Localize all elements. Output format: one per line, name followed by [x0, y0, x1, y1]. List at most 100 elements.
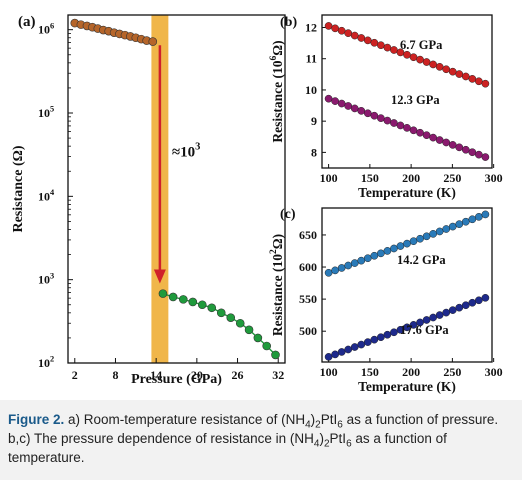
data-point-a — [188, 297, 198, 307]
panel-label-1: (b) — [280, 15, 297, 30]
data-point-1 — [403, 124, 411, 132]
data-point-a — [158, 289, 168, 298]
figure-caption: Figure 2. a) Room-temperature resistance… — [8, 412, 499, 465]
data-point-1 — [429, 133, 437, 142]
data-point-1 — [455, 70, 464, 78]
panel-c: (c) 100 150 200 250 300 500 550 600 650 Temperatur… — [269, 207, 503, 394]
data-point-2 — [403, 239, 411, 248]
data-point-2 — [363, 254, 372, 263]
data-point-1 — [331, 24, 339, 33]
y-tick-label-1: 10 — [305, 83, 317, 97]
caption-label: Figure 2. — [8, 412, 65, 427]
data-point-1 — [390, 46, 398, 54]
panel-label-a: (a) — [18, 14, 36, 30]
x-tick-label-2: 250 — [443, 365, 461, 379]
x-tick-label-a: 20 — [191, 368, 203, 382]
data-point-2 — [442, 225, 451, 233]
data-point-1 — [442, 138, 451, 147]
panel-a: (a) 2 8 14 20 26 32 102 103 104 105 106 Pressure (GP… — [11, 14, 286, 387]
plot-frame-1 — [321, 14, 493, 169]
data-point-a — [271, 350, 280, 360]
series-name-2-1: 17.6 GPa — [400, 323, 449, 337]
x-tick-label-1: 200 — [402, 171, 420, 185]
data-point-2 — [475, 296, 483, 305]
data-point-1 — [324, 22, 333, 30]
y-tick-label-1: 8 — [311, 145, 317, 159]
y-tick-label-a: 103 — [38, 271, 54, 286]
data-point-1 — [363, 36, 372, 45]
data-point-2 — [331, 266, 339, 275]
data-point-2 — [461, 217, 470, 226]
data-point-2 — [324, 268, 333, 277]
data-point-2 — [344, 345, 353, 354]
data-point-2 — [409, 237, 418, 246]
y-tick-label-a: 102 — [38, 355, 54, 370]
data-point-a — [148, 37, 158, 46]
y-axis-label-2: Resistance (102Ω) — [269, 234, 285, 336]
x-tick-label-a: 32 — [272, 368, 284, 382]
data-point-1 — [324, 94, 333, 103]
data-point-1 — [409, 53, 418, 62]
x-tick-label-2: 150 — [361, 365, 379, 379]
data-point-a — [216, 308, 226, 318]
data-point-1 — [377, 41, 385, 50]
data-point-1 — [350, 31, 359, 40]
data-point-a — [244, 325, 254, 335]
data-point-1 — [396, 121, 405, 130]
x-tick-label-1: 250 — [443, 171, 461, 185]
data-point-2 — [455, 220, 464, 228]
x-tick-label-a: 14 — [150, 368, 162, 382]
data-point-1 — [416, 128, 424, 137]
data-point-1 — [344, 29, 353, 37]
x-axis-label-a: Pressure (GPa) — [131, 372, 222, 387]
plot-frame-2 — [321, 207, 493, 363]
x-tick-label-2: 300 — [485, 365, 503, 379]
series-line-a-1 — [162, 292, 276, 356]
data-point-2 — [475, 212, 483, 221]
data-point-1 — [383, 116, 392, 125]
data-point-2 — [344, 261, 353, 270]
data-point-1 — [357, 106, 366, 115]
x-tick-label-1: 150 — [361, 171, 379, 185]
x-tick-label-2: 200 — [402, 365, 420, 379]
data-point-1 — [370, 38, 379, 47]
x-tick-label-2: 100 — [320, 365, 338, 379]
data-point-1 — [435, 136, 444, 144]
data-point-1 — [448, 141, 457, 149]
figure: (a) 2 8 14 20 26 32 102 103 104 105 106 Pressure (GP… — [11, 14, 503, 394]
drop-annotation: ≈103 — [172, 142, 200, 161]
data-point-1 — [422, 58, 431, 66]
data-point-1 — [370, 111, 379, 120]
data-point-1 — [357, 34, 366, 42]
series-name-2-0: 14.2 GPa — [397, 253, 446, 267]
data-point-2 — [350, 343, 359, 351]
x-tick-label-1: 300 — [485, 171, 503, 185]
data-point-1 — [337, 26, 346, 35]
data-point-2 — [357, 256, 366, 265]
data-point-1 — [448, 67, 457, 76]
data-point-2 — [468, 298, 477, 307]
data-point-1 — [363, 109, 372, 118]
y-tick-label-1: 12 — [305, 20, 317, 34]
series-name-1-1: 12.3 GPa — [391, 93, 440, 107]
y-tick-label-a: 106 — [38, 21, 54, 36]
data-point-1 — [383, 43, 392, 52]
data-point-2 — [416, 234, 424, 243]
data-point-1 — [442, 65, 451, 74]
data-point-1 — [390, 119, 398, 127]
y-tick-label-a: 104 — [38, 188, 55, 203]
y-tick-label-1: 11 — [306, 52, 317, 66]
data-point-a — [235, 318, 245, 328]
data-point-1 — [481, 79, 490, 88]
plot-frame-a — [67, 14, 286, 364]
data-point-1 — [475, 77, 483, 86]
data-point-2 — [481, 210, 490, 219]
y-tick-label-2: 650 — [299, 228, 317, 242]
data-point-a — [226, 313, 236, 322]
y-tick-label-2: 600 — [299, 260, 317, 274]
data-point-1 — [422, 131, 431, 140]
data-point-1 — [377, 114, 385, 122]
data-point-2 — [337, 264, 346, 272]
data-point-2 — [350, 259, 359, 267]
data-point-2 — [324, 353, 333, 361]
